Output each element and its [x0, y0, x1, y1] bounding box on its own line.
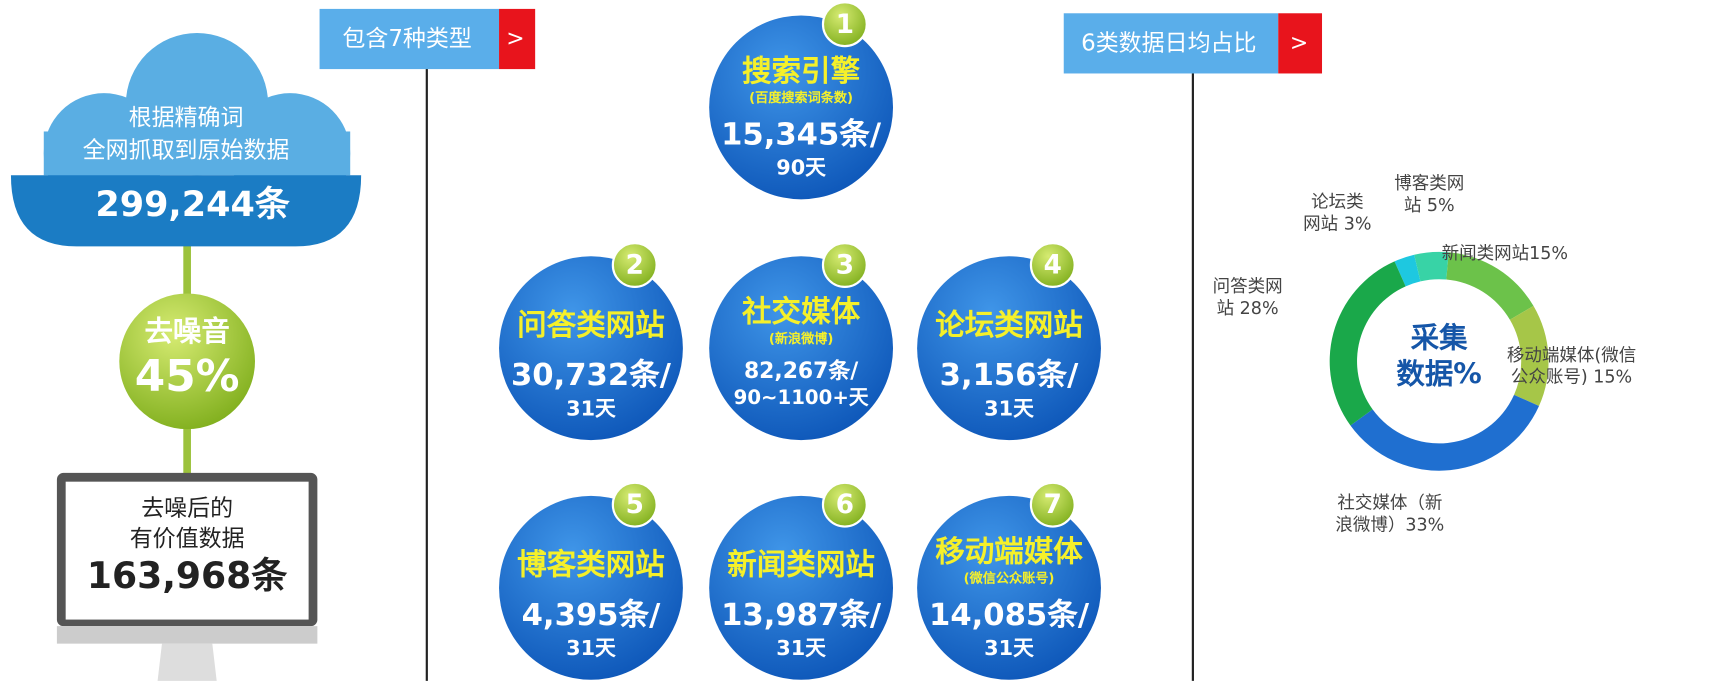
denoise-label: 去噪音 [144, 315, 229, 348]
donut-label: 网站 3% [1303, 214, 1371, 234]
valuable-count: 163,968条 [87, 554, 288, 597]
donut-label: 公众账号) 15% [1511, 368, 1632, 388]
source-count: 30,732条/ [511, 358, 672, 393]
donut-label: 问答类网 [1213, 277, 1283, 297]
source-period: 31天 [776, 636, 826, 660]
badge-number: 3 [836, 251, 854, 281]
infographic: 根据精确词 全网抓取到原始数据 299,244条 去噪音 45% 去噪后的 有价… [0, 0, 1716, 681]
source-circle [709, 256, 893, 440]
source-count: 3,156条/ [940, 358, 1079, 393]
donut-label: 博客类网 [1394, 174, 1464, 194]
tab-label: 6类数据日均占比 [1081, 30, 1256, 56]
source-name: 论坛类网站 [935, 308, 1083, 342]
donut-label: 新闻类网站15% [1442, 244, 1568, 264]
source-name: 移动端媒体 [935, 534, 1083, 568]
page: 根据精确词 全网抓取到原始数据 299,244条 去噪音 45% 去噪后的 有价… [0, 0, 1716, 681]
badge-number: 7 [1044, 490, 1062, 520]
raw-count: 299,244条 [95, 184, 290, 225]
badge-number: 2 [626, 251, 644, 281]
source-period: 31天 [984, 396, 1034, 420]
monitor-text: 去噪后的 [141, 496, 233, 522]
source-name: 新闻类网站 [727, 547, 875, 581]
donut-center: 数据% [1396, 358, 1481, 391]
badge-number: 1 [836, 10, 854, 40]
source-name: 社交媒体 [742, 295, 861, 329]
donut-label: 论坛类 [1311, 193, 1364, 213]
donut-label: 站 5% [1404, 196, 1455, 216]
source-sub: (百度搜索词条数) [749, 89, 853, 106]
badge-number: 6 [836, 490, 854, 520]
source-count: 4,395条/ [522, 598, 661, 633]
donut-label: 浪微博）33% [1335, 515, 1444, 535]
source-count: 14,085条/ [929, 598, 1090, 633]
donut-center: 采集 [1411, 321, 1468, 354]
source-period: 31天 [984, 636, 1034, 660]
donut-label: 移动端媒体(微信 [1507, 346, 1636, 366]
denoise-pct: 45% [135, 351, 240, 402]
source-count: 82,267条/ [744, 358, 858, 384]
monitor-text: 有价值数据 [130, 526, 245, 552]
tab-arrow: > [1290, 31, 1308, 56]
donut-label: 社交媒体（新 [1337, 494, 1442, 514]
tab-label: 包含7种类型 [342, 26, 471, 52]
source-period: 31天 [566, 396, 616, 420]
source-count: 15,345条/ [721, 117, 882, 152]
donut-label: 站 28% [1217, 299, 1279, 319]
source-period: 90~1100+天 [734, 386, 869, 409]
badge-number: 5 [626, 490, 644, 520]
cloud-text: 全网抓取到原始数据 [83, 138, 290, 164]
cloud-text: 根据精确词 [129, 105, 244, 131]
badge-number: 4 [1044, 251, 1062, 281]
tab-arrow: > [506, 27, 524, 52]
source-period: 90天 [776, 156, 826, 180]
source-name: 搜索引擎 [742, 54, 861, 88]
source-count: 13,987条/ [721, 598, 882, 633]
source-sub: (新浪微博) [769, 330, 834, 347]
source-name: 博客类网站 [517, 547, 665, 581]
source-name: 问答类网站 [517, 308, 665, 342]
source-period: 31天 [566, 636, 616, 660]
source-sub: (微信公众账号) [964, 570, 1055, 587]
